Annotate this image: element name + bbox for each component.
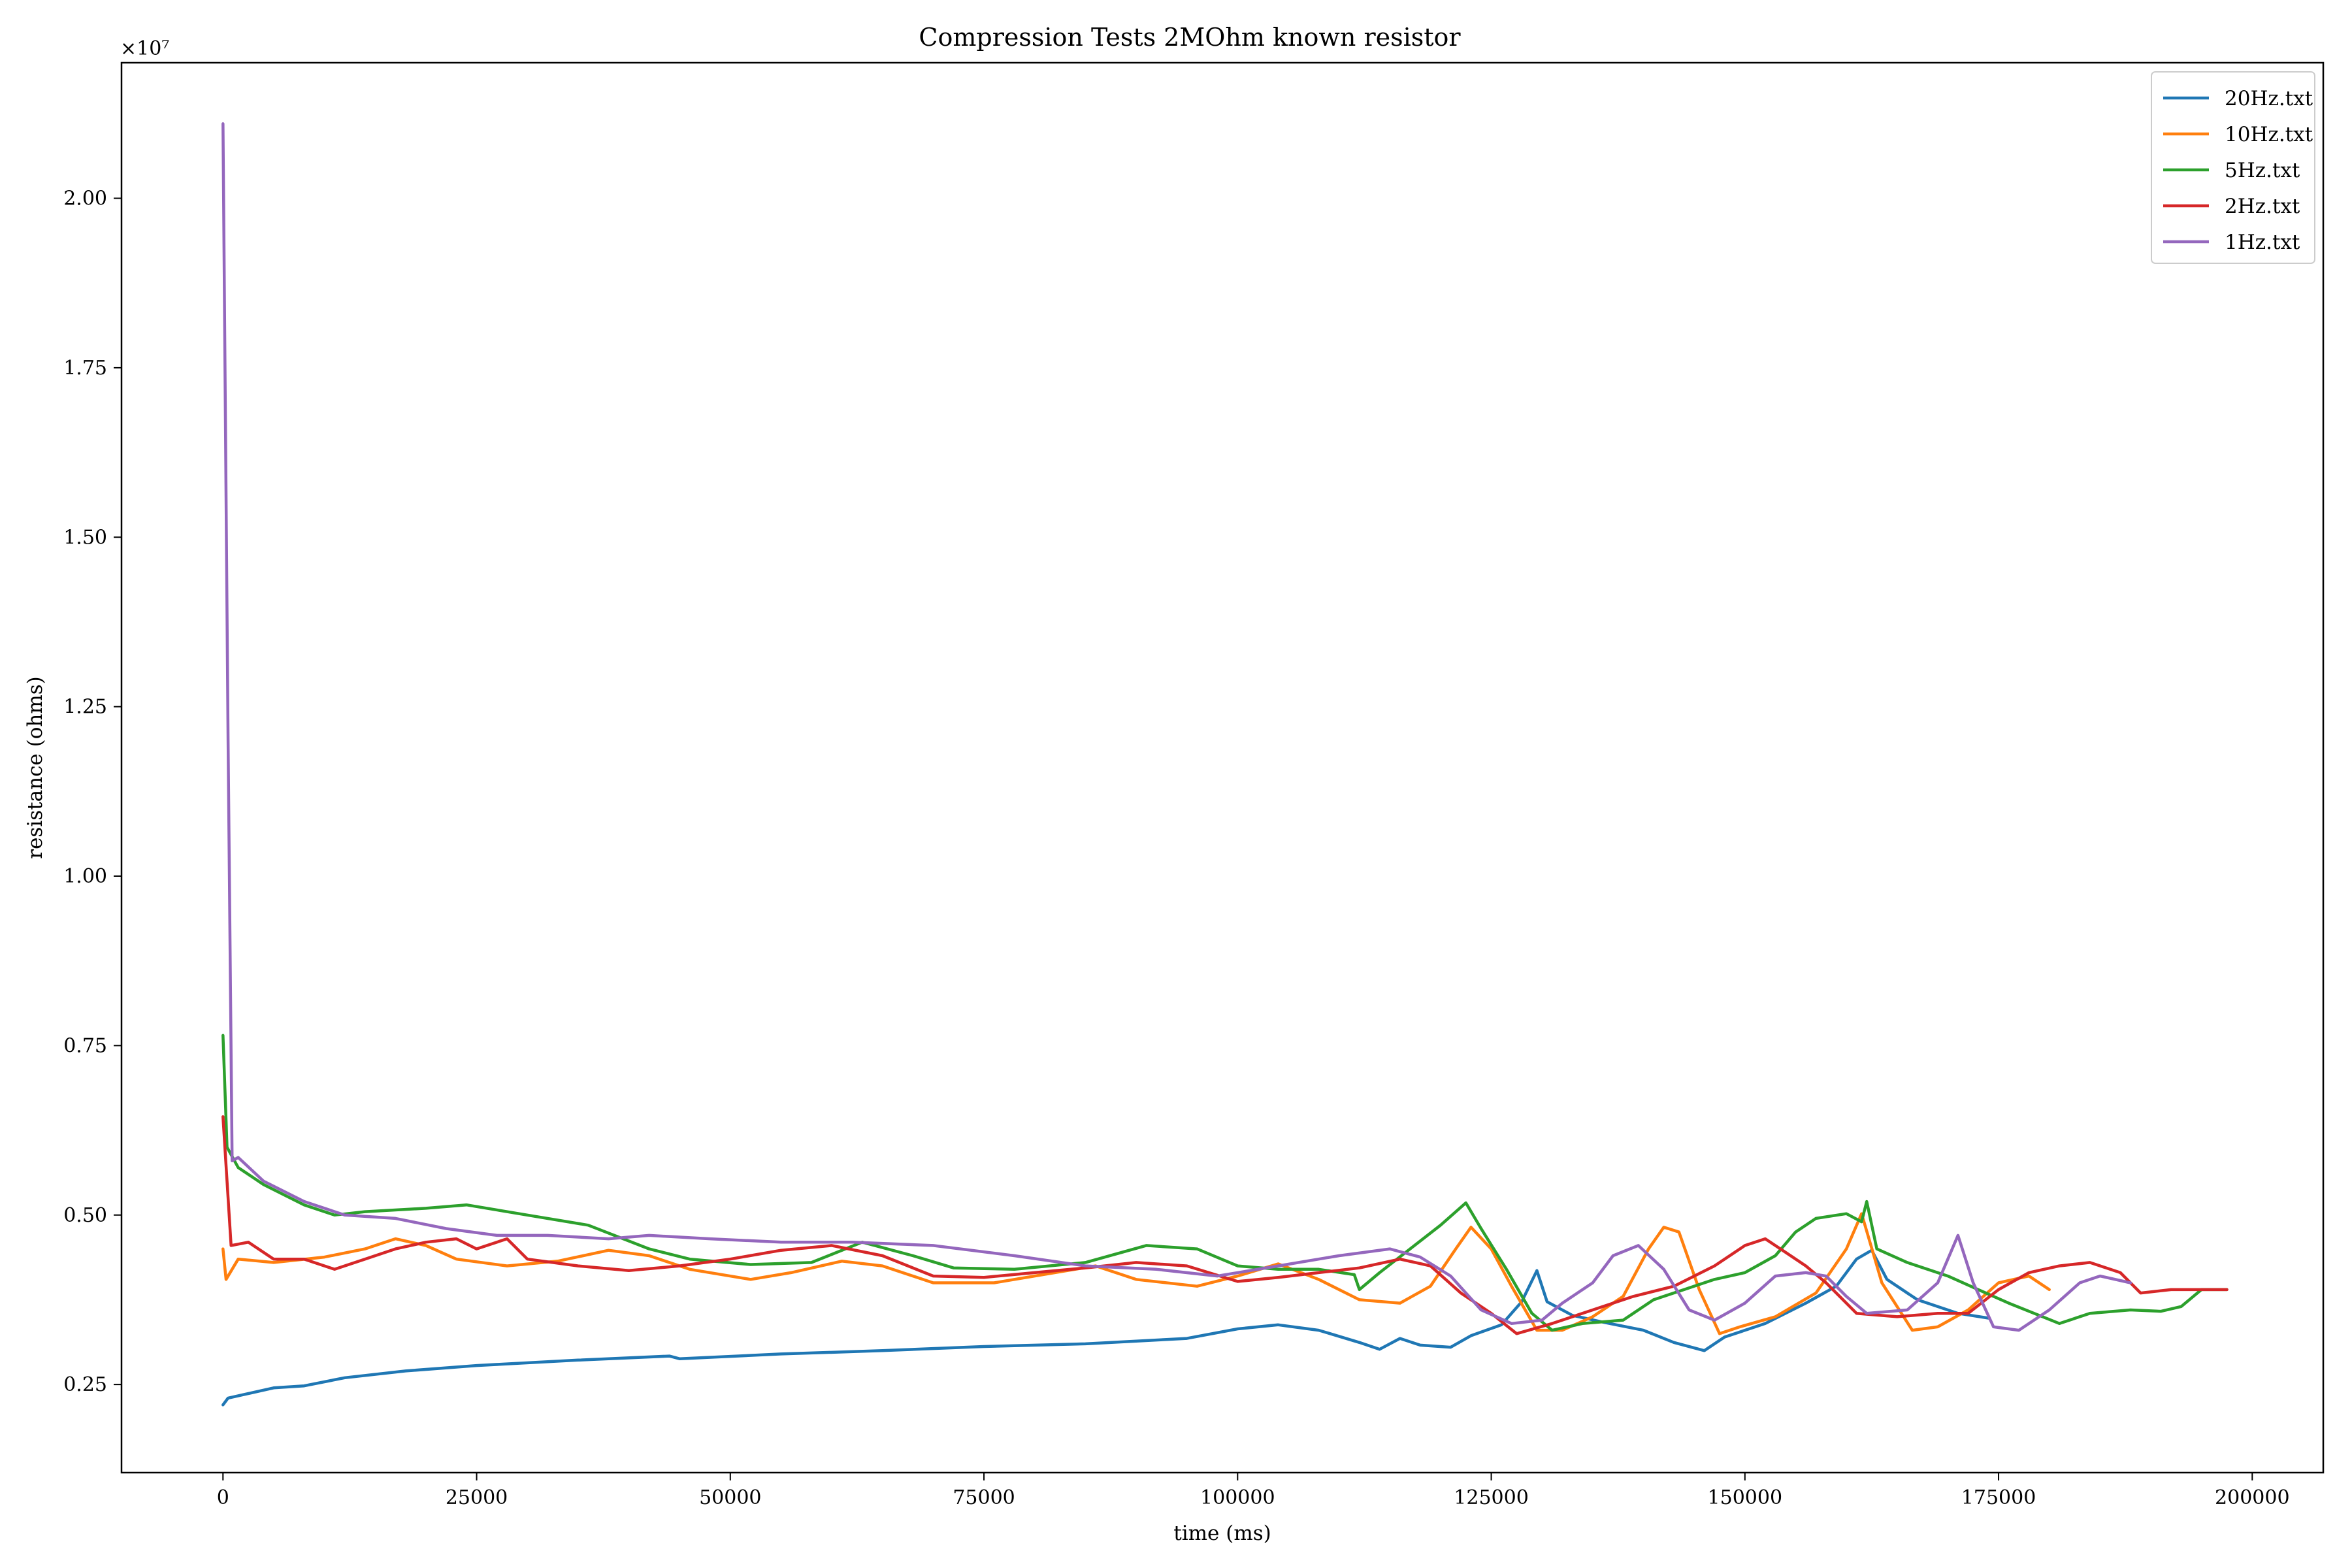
y-tick-label: 1.25 bbox=[63, 696, 107, 719]
series-line-3 bbox=[221, 1115, 2229, 1335]
y-axis: 0.25 0.50 0.75 1.00 1.25 1.50 1.75 2.00 bbox=[63, 188, 122, 1396]
y-tick-label: 0.75 bbox=[63, 1034, 107, 1057]
plot-area-frame bbox=[120, 61, 2325, 1474]
x-tick-label: 75000 bbox=[953, 1486, 1015, 1509]
series-line-0 bbox=[221, 1249, 1990, 1407]
series-line-1 bbox=[221, 1212, 2051, 1335]
y-tick-label: 2.00 bbox=[63, 188, 107, 210]
y-tick-label: 1.75 bbox=[63, 357, 107, 380]
x-tick-label: 100000 bbox=[1200, 1486, 1275, 1509]
x-tick-label: 175000 bbox=[1961, 1486, 2036, 1509]
y-axis-label: resistance (ohms) bbox=[24, 676, 47, 858]
x-tick-label: 150000 bbox=[1708, 1486, 1783, 1509]
legend-box bbox=[2151, 71, 2315, 264]
chart-title: Compression Tests 2MOhm known resistor bbox=[919, 23, 1461, 52]
legend-entry: 5Hz.txt bbox=[2225, 159, 2300, 182]
legend-entry: 20Hz.txt bbox=[2225, 87, 2313, 110]
series-line-4 bbox=[221, 122, 2132, 1332]
y-tick-label: 0.25 bbox=[63, 1373, 107, 1396]
legend-entry: 10Hz.txt bbox=[2225, 123, 2313, 146]
x-axis-label: time (ms) bbox=[1173, 1522, 1271, 1545]
series-line-2 bbox=[221, 1034, 2229, 1332]
legend-entry: 1Hz.txt bbox=[2225, 231, 2300, 254]
legend-entry: 2Hz.txt bbox=[2225, 195, 2300, 218]
x-axis: 0 25000 50000 75000 100000 125000 150000 175000… bbox=[217, 1473, 2290, 1509]
legend: 20Hz.txt 10Hz.txt 5Hz.txt 2Hz.txt 1Hz.txt bbox=[2151, 71, 2315, 264]
x-tick-label: 200000 bbox=[2215, 1486, 2290, 1509]
y-axis-multiplier: ×10⁷ bbox=[120, 37, 169, 60]
series-layer bbox=[221, 122, 2229, 1407]
y-tick-label: 1.50 bbox=[63, 526, 107, 549]
x-tick-label: 50000 bbox=[699, 1486, 761, 1509]
x-tick-label: 125000 bbox=[1454, 1486, 1529, 1509]
y-tick-label: 0.50 bbox=[63, 1204, 107, 1227]
x-tick-label: 25000 bbox=[446, 1486, 508, 1509]
y-tick-label: 1.00 bbox=[63, 865, 107, 888]
x-tick-label: 0 bbox=[217, 1486, 229, 1509]
